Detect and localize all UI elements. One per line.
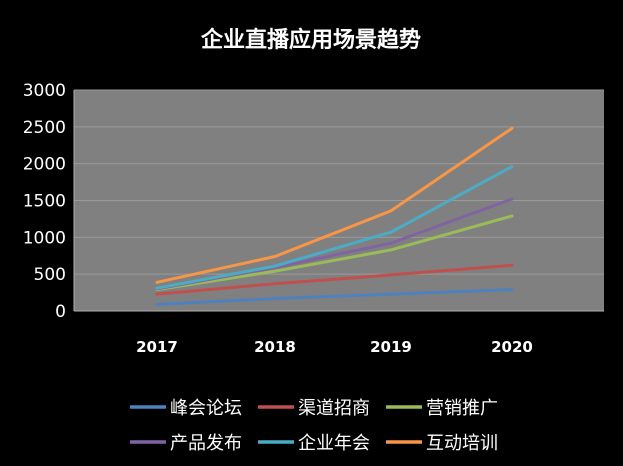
data-point (273, 269, 277, 273)
legend-label: 企业年会 (298, 433, 370, 454)
data-point (273, 282, 277, 286)
series-line-互动培训 (155, 126, 514, 284)
series-line-营销推广 (155, 214, 514, 292)
y-tick-label: 3000 (23, 81, 66, 101)
x-tick-label: 2019 (370, 338, 412, 356)
y-tick-label: 2000 (23, 155, 66, 175)
legend-label: 产品发布 (170, 433, 242, 454)
series-lines (155, 126, 514, 306)
data-point (273, 255, 277, 258)
chart-title: 企业直播应用场景趋势 (200, 27, 421, 53)
data-point (510, 165, 514, 169)
data-point (155, 286, 159, 290)
y-tick-label: 1000 (23, 228, 66, 248)
legend-item-互动培训: 互动培训 (386, 433, 498, 454)
data-point (510, 214, 514, 218)
legend-item-企业年会: 企业年会 (258, 433, 370, 454)
series-line-峰会论坛 (155, 288, 514, 306)
data-point (389, 248, 393, 252)
data-point (389, 273, 393, 277)
data-point (510, 263, 514, 267)
series-line-渠道招商 (155, 263, 514, 296)
data-point (510, 126, 514, 130)
axes: 0 500 1000 1500 2000 2500 3000 2017 2018 2019 2020 (23, 81, 604, 356)
data-point (510, 288, 514, 292)
legend-item-营销推广: 营销推广 (386, 398, 498, 419)
data-point (389, 241, 393, 245)
data-point (510, 197, 514, 201)
legend-item-渠道招商: 渠道招商 (258, 398, 370, 419)
data-point (155, 302, 159, 306)
data-point (155, 280, 159, 284)
x-tick-label: 2020 (491, 338, 533, 356)
legend-item-峰会论坛: 峰会论坛 (130, 398, 242, 419)
legend-label: 渠道招商 (298, 398, 370, 419)
legend-label: 互动培训 (426, 433, 498, 454)
gridlines (74, 89, 604, 275)
y-tick-label: 1500 (23, 192, 66, 212)
x-tick-label: 2017 (136, 338, 178, 356)
legend-item-产品发布: 产品发布 (130, 433, 242, 454)
series-line-企业年会 (155, 165, 514, 290)
data-point (155, 292, 159, 296)
data-point (273, 297, 277, 300)
legend-label: 峰会论坛 (170, 398, 242, 419)
y-tick-label: 2500 (23, 118, 66, 138)
data-point (389, 209, 393, 213)
data-point (389, 292, 393, 296)
legend-label: 营销推广 (426, 398, 498, 419)
y-tick-label: 0 (55, 302, 66, 322)
y-tick-label: 500 (34, 265, 66, 285)
data-point (273, 264, 277, 268)
data-point (389, 230, 393, 234)
x-tick-label: 2018 (254, 338, 296, 356)
